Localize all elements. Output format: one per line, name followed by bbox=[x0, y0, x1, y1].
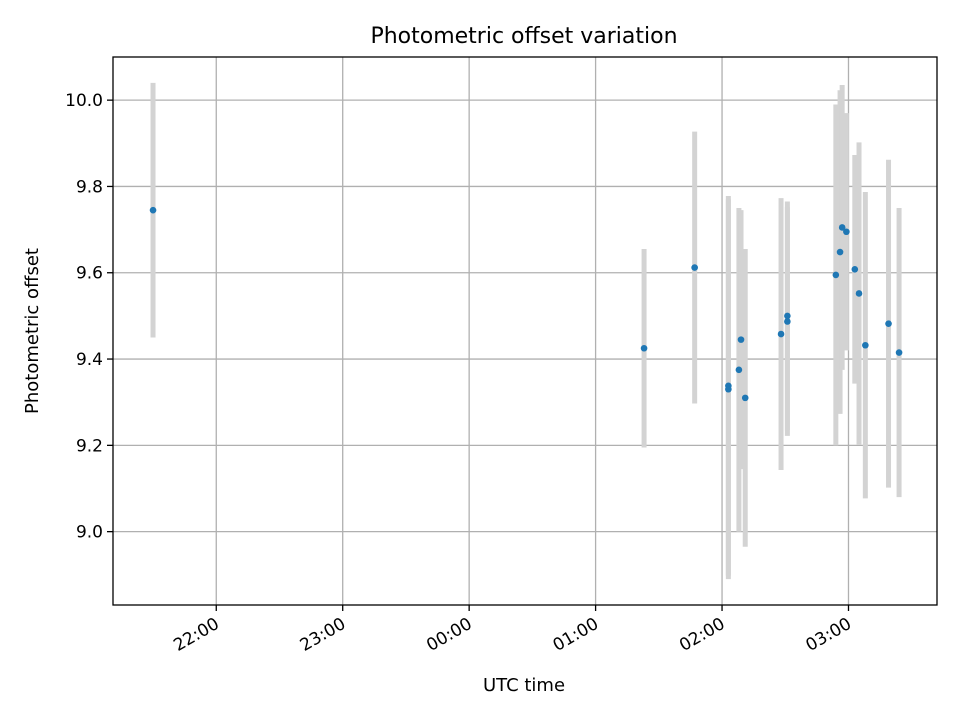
x-axis-ticks: 22:00 23:00 00:00 01:00 02:00 03:00 bbox=[170, 605, 855, 656]
data-points bbox=[149, 206, 903, 402]
data-point bbox=[725, 385, 732, 393]
data-point bbox=[640, 344, 648, 352]
x-axis-label: UTC time bbox=[483, 675, 565, 696]
y-axis-ticks: 9.0 9.2 9.4 9.6 9.8 10.0 bbox=[65, 91, 113, 543]
data-point bbox=[838, 224, 846, 231]
chart-title: Photometric offset variation bbox=[370, 24, 677, 49]
x-tick-label: 03:00 bbox=[803, 614, 855, 656]
x-tick-label: 23:00 bbox=[297, 614, 349, 656]
y-tick-label: 9.2 bbox=[76, 436, 103, 456]
data-point bbox=[741, 394, 749, 402]
data-point bbox=[784, 318, 791, 325]
data-point bbox=[735, 366, 743, 374]
data-point bbox=[691, 264, 698, 271]
data-point bbox=[862, 341, 869, 349]
y-tick-label: 9.6 bbox=[76, 264, 103, 284]
y-tick-label: 9.8 bbox=[76, 177, 103, 197]
x-tick-label: 00:00 bbox=[423, 614, 475, 656]
plot-frame bbox=[112, 56, 938, 606]
data-point bbox=[855, 290, 863, 297]
data-point bbox=[885, 320, 892, 327]
y-tick-label: 9.0 bbox=[76, 523, 103, 543]
data-point bbox=[777, 330, 785, 338]
grid bbox=[113, 57, 937, 605]
data-point bbox=[784, 312, 791, 320]
data-point bbox=[737, 336, 745, 343]
y-axis-label: Photometric offset bbox=[22, 248, 43, 414]
x-tick-label: 22:00 bbox=[170, 614, 222, 656]
data-point bbox=[836, 248, 844, 256]
y-tick-label: 9.4 bbox=[76, 350, 103, 370]
data-point bbox=[832, 271, 840, 279]
error-bars bbox=[150, 82, 902, 580]
x-tick-label: 01:00 bbox=[550, 614, 602, 656]
x-tick-label: 02:00 bbox=[676, 614, 728, 656]
data-point bbox=[851, 265, 859, 273]
data-point bbox=[895, 349, 903, 356]
y-tick-label: 10.0 bbox=[65, 91, 103, 111]
data-point bbox=[149, 206, 157, 214]
data-point bbox=[843, 228, 850, 236]
